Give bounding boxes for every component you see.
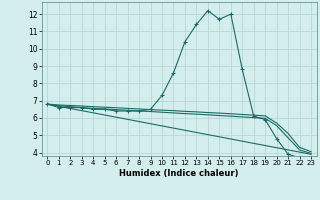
X-axis label: Humidex (Indice chaleur): Humidex (Indice chaleur) bbox=[119, 169, 239, 178]
